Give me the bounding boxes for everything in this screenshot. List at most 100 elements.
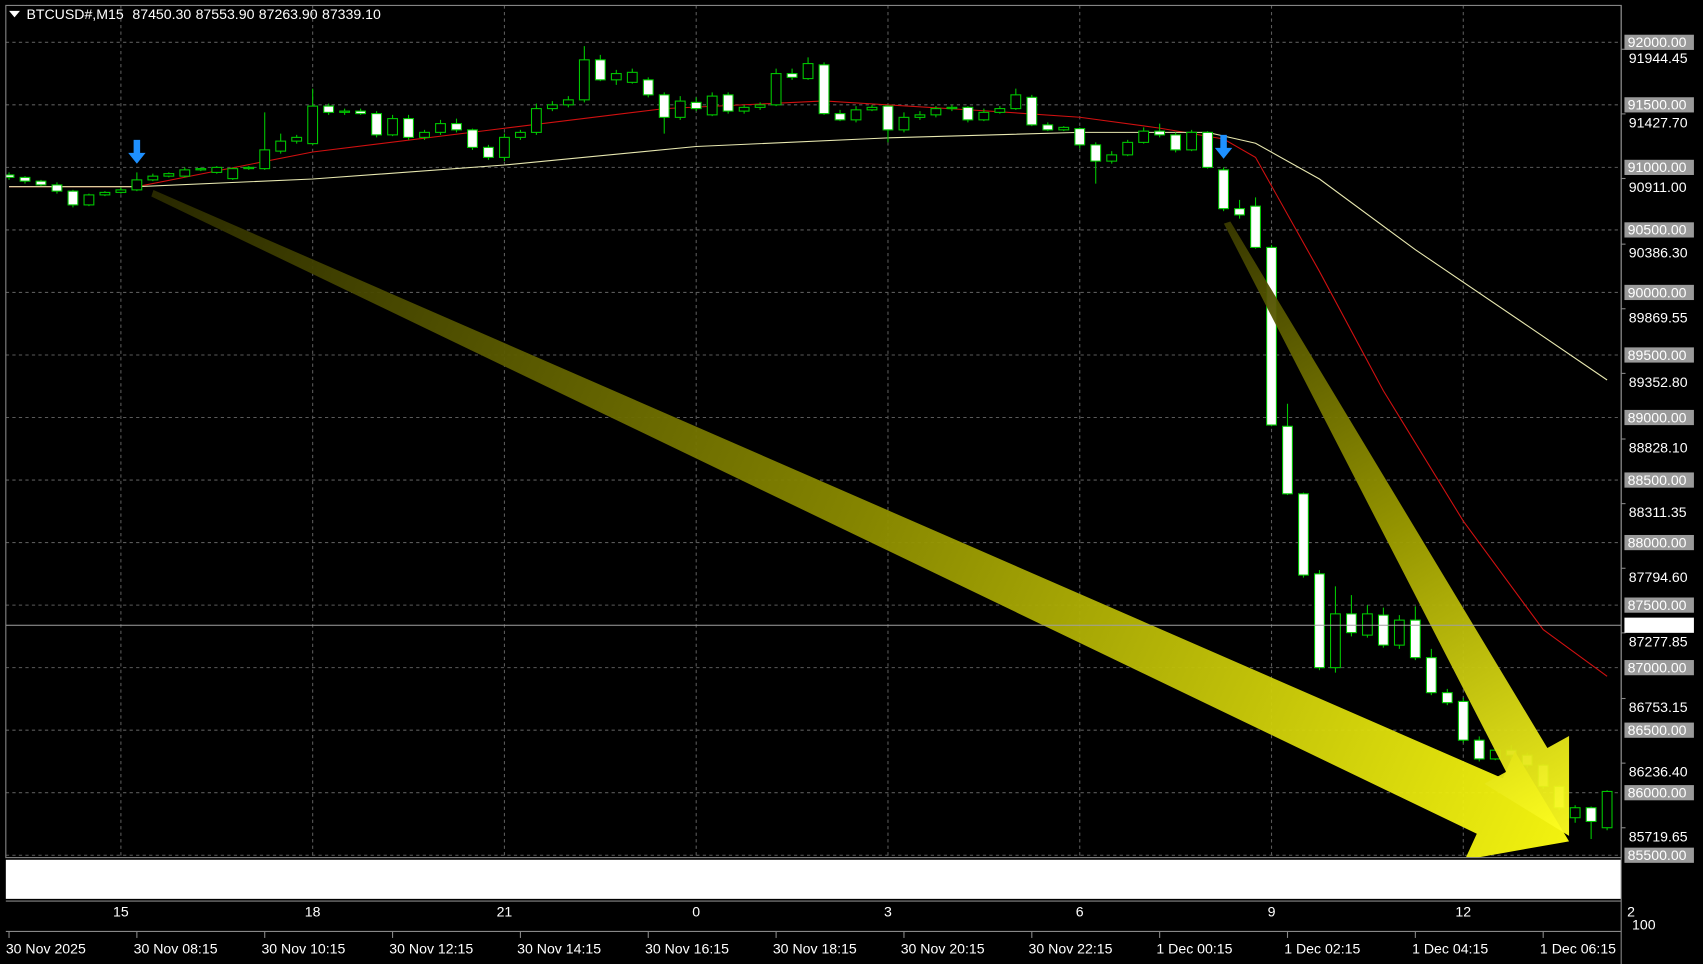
candle-body [323,105,335,113]
hour-tick-label: 2 [1627,904,1635,920]
close-value: 87339.10 [322,6,381,22]
candle-body [562,99,574,106]
candle-body [195,168,207,171]
candle-body [1154,130,1166,136]
trend-arrow [151,189,1570,858]
y-tick-label: 86236.40 [1629,764,1688,780]
candle-body [594,59,606,81]
candle-body [19,176,31,182]
candle-body [483,146,494,158]
hour-tick-label: 12 [1455,904,1471,920]
candle-body [51,184,63,192]
symbol: BTCUSD#,M15 [26,6,123,22]
level-label-box [1624,785,1694,801]
candle-body [83,194,95,206]
candle-body [1058,126,1070,131]
candle-body [1250,205,1261,248]
candle-body [1234,208,1245,216]
level-label: 87000.00 [1628,659,1687,675]
candle-body [946,106,958,110]
subwindow-scale-label: 100 [1632,917,1656,933]
candle-body [738,106,750,112]
candle-body [1569,807,1581,819]
indicator-subwindow [5,859,1622,899]
hour-tick-label: 9 [1268,904,1276,920]
x-tick-label: 30 Nov 16:15 [645,941,729,957]
candle-body [1298,493,1309,576]
level-label: 88500.00 [1628,472,1687,488]
candle-body [514,131,526,138]
level-label: 92000.00 [1628,34,1687,50]
candle-body [818,64,830,115]
level-label-box [1624,34,1694,50]
x-tick-label: 30 Nov 10:15 [261,941,345,957]
y-tick-label: 87794.60 [1629,569,1688,585]
x-tick-label: 1 Dec 06:15 [1540,941,1616,957]
level-label: 91000.00 [1628,159,1687,175]
level-label: 90500.00 [1628,222,1687,238]
y-tick-label: 89352.80 [1629,374,1688,390]
candle-body [546,104,558,110]
y-tick-label: 90911.00 [1629,179,1687,195]
candle-body [179,169,191,177]
candle-body [1425,657,1437,694]
candle-body [1377,614,1389,646]
x-tick-label: 30 Nov 2025 [6,941,86,957]
candle-body [1457,700,1469,741]
candle-body [1218,169,1230,210]
candle-body [690,101,702,110]
moving-average [9,100,1608,677]
candle-body [275,140,287,152]
trend-arrow [1223,221,1570,836]
candle-body [291,136,303,142]
candle-body [211,166,223,173]
candle-body [866,106,878,111]
x-tick-label: 30 Nov 18:15 [773,941,857,957]
candle-body [1106,154,1118,162]
candle-body [1010,94,1022,110]
level-label: 85500.00 [1628,847,1687,863]
candle-body [99,191,111,196]
x-tick-label: 30 Nov 22:15 [1029,941,1113,957]
candle-body [1186,131,1198,151]
hour-tick-label: 6 [1076,904,1084,920]
candle-body [642,79,654,96]
candle-body [1314,573,1325,669]
x-tick-label: 1 Dec 00:15 [1156,941,1232,957]
hour-tick-label: 18 [305,904,321,920]
hour-tick-label: 15 [113,904,129,920]
candle-body [355,110,367,115]
y-tick-label: 86753.15 [1629,699,1688,715]
hour-tick-label: 0 [692,904,700,920]
candle-body [978,111,990,121]
candle-body [786,73,798,78]
high-value: 87553.90 [196,6,255,22]
candle-body [706,95,718,116]
candle-body [1282,425,1293,495]
candle-body [371,113,383,136]
level-label-box [1624,472,1694,488]
candle-body [387,118,398,136]
candle-body [1361,613,1373,636]
candle-body [1122,141,1134,156]
candle-body [722,94,734,112]
candle-body [339,110,351,113]
candle-body [1266,246,1277,426]
level-label: 89500.00 [1628,347,1687,363]
candle-body [451,123,462,131]
level-label-box [1624,597,1694,613]
level-label: 86500.00 [1628,722,1687,738]
level-label: 87500.00 [1628,597,1687,613]
candle-body [163,173,175,177]
candle-body [1585,807,1597,823]
x-tick-label: 30 Nov 08:15 [134,941,218,957]
level-label: 90000.00 [1628,284,1687,300]
candle-body [1202,131,1214,168]
level-label-box [1624,660,1694,676]
drawings [151,189,1570,858]
level-label-box [1624,847,1694,863]
candle-body [1441,692,1453,704]
candle-body [770,73,782,106]
menu-triangle[interactable] [9,10,20,18]
